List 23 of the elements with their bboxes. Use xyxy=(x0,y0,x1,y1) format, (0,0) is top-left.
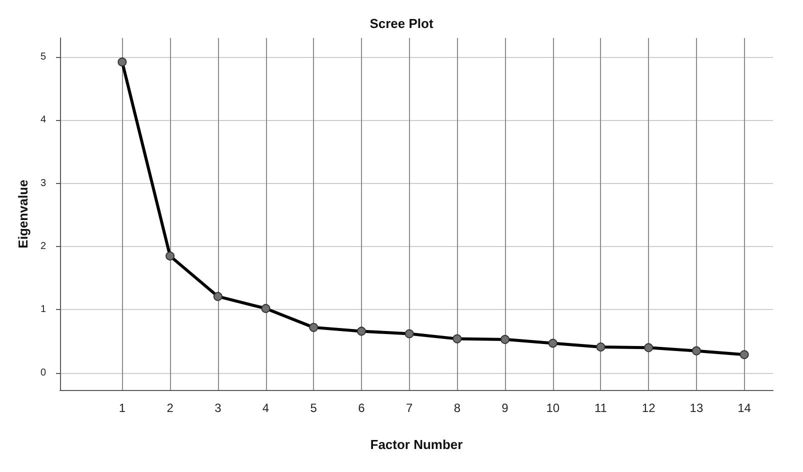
x-tick-label: 12 xyxy=(642,401,656,415)
y-tick-label: 1 xyxy=(40,304,46,316)
x-tick-label: 2 xyxy=(166,401,174,415)
y-axis-title: Eigenvalue xyxy=(16,180,31,248)
x-tick-label: 8 xyxy=(454,401,461,415)
y-tick-label: 4 xyxy=(40,114,46,126)
x-tick-label: 5 xyxy=(310,401,318,415)
x-tick-label: 1 xyxy=(118,401,126,415)
x-tick-label: 4 xyxy=(262,401,270,415)
x-tick-label: 11 xyxy=(594,401,608,415)
x-tick-label: 9 xyxy=(502,401,509,415)
x-tick-label: 3 xyxy=(214,401,222,415)
x-tick-label: 10 xyxy=(546,401,560,415)
x-axis-title: Factor Number xyxy=(370,437,463,452)
x-tick-label: 13 xyxy=(690,401,704,415)
y-tick-label: 2 xyxy=(40,241,46,252)
y-tick-label: 5 xyxy=(40,51,46,62)
x-tick-label: 7 xyxy=(406,401,413,415)
x-tick-label: 14 xyxy=(738,401,752,415)
chart-title: Scree Plot xyxy=(370,16,434,31)
y-tick-label: 3 xyxy=(40,178,46,189)
x-tick-label: 6 xyxy=(358,401,366,415)
y-tick-label: 0 xyxy=(40,367,46,378)
